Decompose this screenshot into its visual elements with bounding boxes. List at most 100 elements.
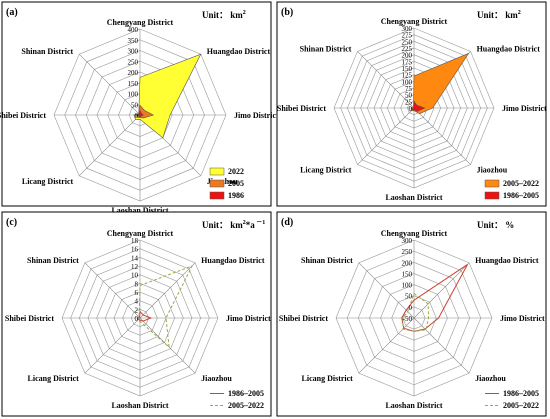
unit-label: Unit： km2: [202, 10, 246, 20]
legend-label: 2005–2022: [503, 179, 539, 188]
district-label: Licang District: [22, 177, 74, 186]
unit-prefix: Unit：: [477, 10, 503, 20]
unit-suffix: *a: [246, 220, 256, 230]
panel-frame: [276, 211, 547, 417]
unit-prefix: Unit：: [477, 220, 503, 230]
legend-label: 2005–2022: [228, 401, 264, 410]
tick-label: 14: [131, 254, 139, 262]
district-label: Chengyang District: [107, 18, 174, 27]
tick-label: 10: [131, 272, 139, 280]
series-line-2: [402, 292, 429, 332]
district-label: Laoshan District: [111, 206, 168, 215]
tick-label: 8: [135, 280, 139, 288]
spoke: [358, 262, 415, 319]
district-label: Jimo District: [502, 104, 547, 113]
legend-label: 1986: [228, 191, 244, 200]
district-label: Laoshan District: [385, 401, 442, 410]
unit-sup: 2: [243, 220, 246, 226]
district-label: Licang District: [300, 166, 352, 175]
tick-label: 150: [402, 65, 413, 73]
tick-label: 16: [131, 246, 139, 254]
district-label: Chengyang District: [381, 229, 448, 238]
tick-label: 100: [402, 282, 413, 290]
spoke: [357, 51, 415, 109]
spoke: [413, 317, 470, 374]
tick-label: 100: [402, 78, 413, 86]
tick-label: 350: [128, 37, 139, 45]
district-label: Licang District: [302, 374, 354, 383]
tick-label: 0: [135, 112, 139, 120]
tick-label: 2: [135, 306, 139, 314]
unit-text: km: [503, 10, 518, 20]
district-label: Shibei District: [0, 111, 46, 120]
tick-label: 0: [409, 105, 413, 113]
tick-label: -50: [403, 315, 413, 323]
tick-label: 300: [402, 237, 413, 245]
tick-label: 0: [409, 304, 413, 312]
spoke: [84, 317, 141, 374]
unit-sup2: －1: [255, 220, 266, 226]
tick-label: 250: [128, 58, 139, 66]
tick-label: 150: [402, 270, 413, 278]
panel-letter: (d): [281, 217, 293, 228]
legend-label: 1986–2005: [228, 389, 264, 398]
legend-swatch: [209, 179, 225, 188]
district-label: Shinan District: [301, 256, 353, 265]
district-label: Shibei District: [277, 104, 326, 113]
district-label: Jimo District: [234, 111, 279, 120]
tick-label: 6: [135, 289, 139, 297]
district-label: Huangdao District: [477, 44, 541, 53]
tick-label: 125: [402, 72, 413, 80]
district-label: Shinan District: [300, 44, 352, 53]
unit-text: km: [228, 220, 243, 230]
panel-letter: (c): [6, 217, 17, 228]
tick-label: 150: [128, 80, 139, 88]
tick-label: 0: [135, 315, 139, 323]
spoke: [139, 262, 196, 319]
district-label: Shibei District: [279, 314, 328, 323]
district-label: Laoshan District: [385, 193, 442, 202]
spoke: [358, 317, 415, 374]
legend-swatch: [209, 167, 225, 176]
district-label: Jiaozhou: [477, 166, 508, 175]
tick-label: 175: [402, 58, 413, 66]
panel-1: (a) Unit： km2 0 50 100 150 200 250 300 350 400Chen…: [0, 1, 279, 215]
unit-label: Unit： km2*a －1: [202, 220, 265, 230]
district-label: Huangdao District: [207, 47, 271, 56]
district-label: Laoshan District: [111, 401, 168, 410]
unit-prefix: Unit：: [202, 10, 228, 20]
spoke: [78, 53, 141, 116]
tick-label: 25: [405, 98, 413, 106]
district-label: Licang District: [28, 374, 80, 383]
unit-prefix: Unit：: [202, 220, 228, 230]
spoke: [84, 262, 141, 319]
district-label: Huangdao District: [475, 256, 539, 265]
panel-letter: (a): [6, 7, 18, 18]
panel-frame: [1, 211, 272, 417]
legend-label: 1986–2005: [503, 191, 539, 200]
tick-label: 250: [402, 248, 413, 256]
tick-label: 300: [128, 48, 139, 56]
legend-swatch: [209, 191, 225, 200]
unit-label: Unit： km2: [477, 10, 521, 20]
unit-sup: 2: [518, 10, 521, 16]
tick-label: 12: [131, 263, 139, 271]
district-label: Chengyang District: [107, 229, 174, 238]
tick-label: 200: [402, 52, 413, 60]
panel-2: (b) Unit： km2 0255075100125150175200225250…: [276, 1, 547, 207]
legend-label: 2005–2022: [503, 401, 539, 410]
district-label: Jiaozhou: [201, 374, 232, 383]
series-area-2: [411, 100, 426, 112]
tick-label: 50: [405, 92, 413, 100]
tick-label: 275: [402, 32, 413, 40]
district-label: Shinan District: [27, 256, 79, 265]
panel-4: (d) Unit： % -50 0 50 100 150 200 250 300Chengyang…: [276, 211, 547, 417]
tick-label: 200: [402, 259, 413, 267]
tick-label: 200: [128, 69, 139, 77]
panel-3: (c) Unit： km2*a －1024681012141618Chengyan…: [1, 211, 272, 417]
legend-label: 2022: [228, 167, 244, 176]
tick-label: 225: [402, 45, 413, 53]
series-area-3: [136, 109, 144, 118]
spoke: [78, 114, 141, 177]
